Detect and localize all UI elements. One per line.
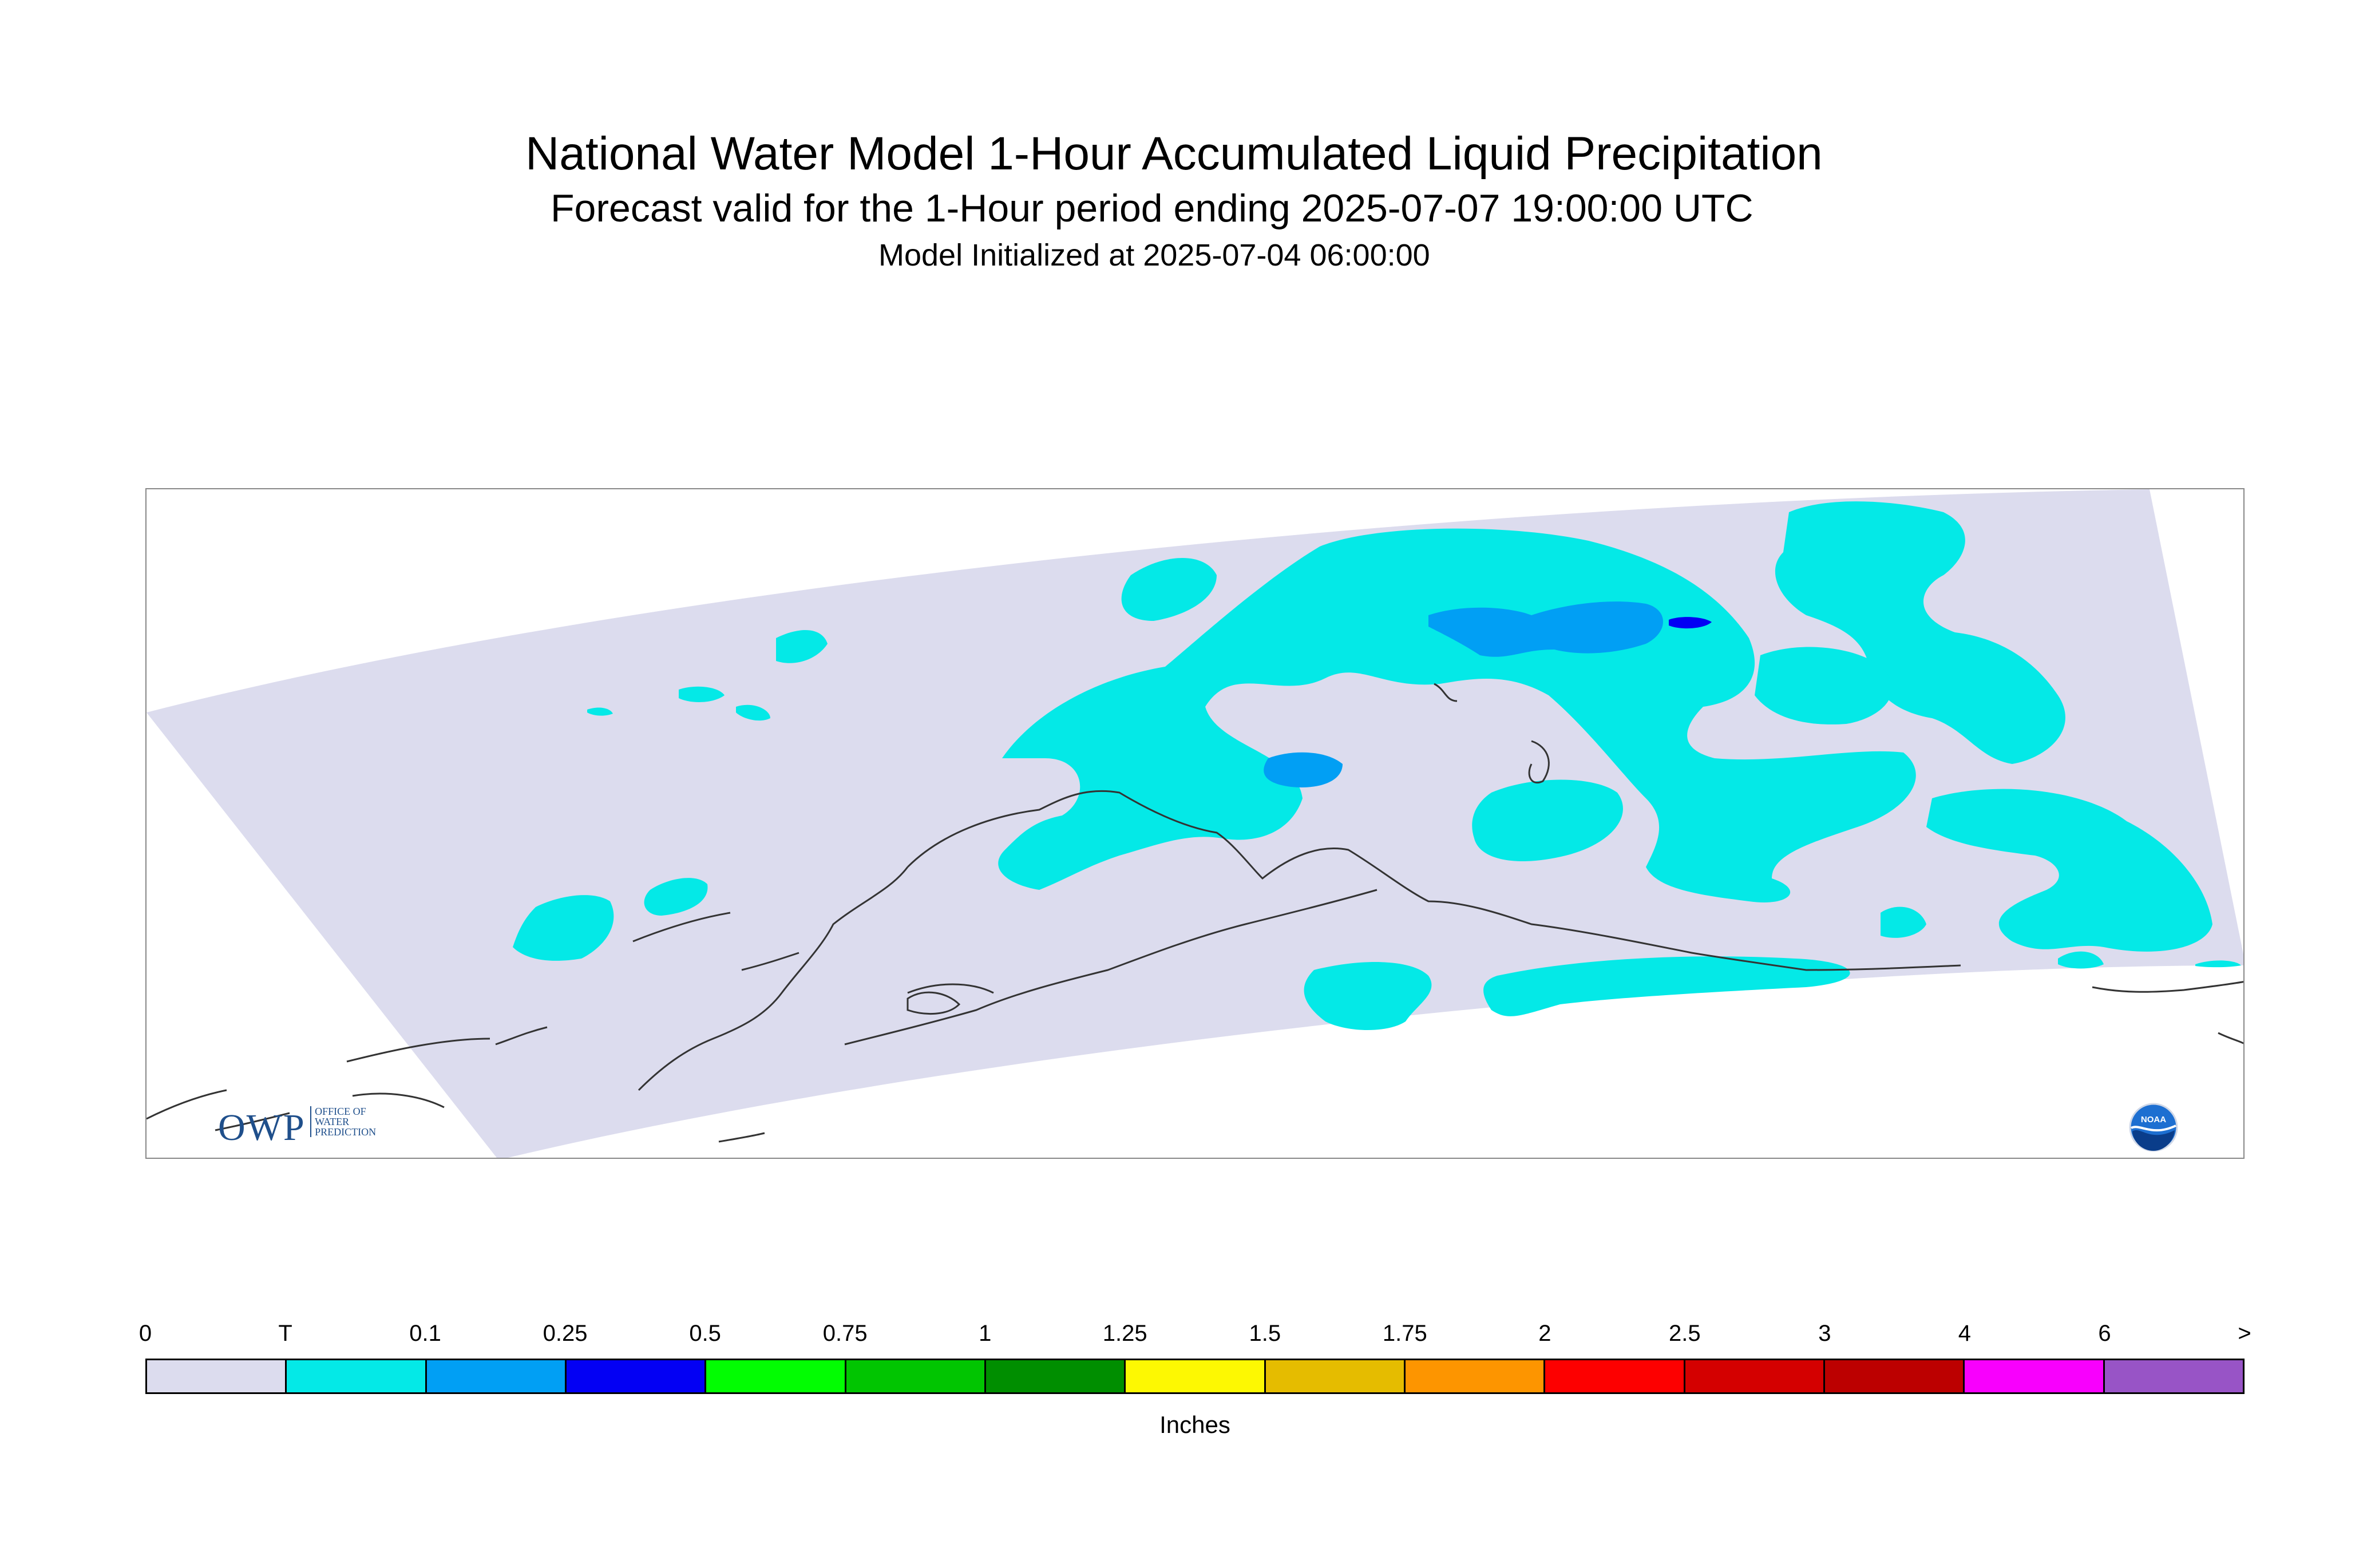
legend-swatch <box>2104 1360 2243 1392</box>
coastline-se <box>2092 981 2243 1044</box>
precip-trace-sw-2 <box>644 878 708 916</box>
legend-tick-label: 0.1 <box>409 1321 441 1346</box>
coastline-island-2 <box>907 983 994 994</box>
precip-trace-ne-1 <box>1775 501 2065 764</box>
precip-trace-se-edge-2 <box>2195 960 2241 968</box>
legend-swatch <box>287 1360 427 1392</box>
precip-0p25-core <box>1669 617 1712 629</box>
coastline-island-1 <box>907 991 961 1015</box>
legend-tick-label: 1.5 <box>1249 1321 1281 1346</box>
legend-tick-label: 6 <box>2098 1321 2111 1346</box>
noaa-logo-text: NOAA <box>2141 1115 2166 1124</box>
precip-trace-s-cell <box>1881 906 1926 938</box>
legend-swatch <box>1965 1360 2105 1392</box>
legend-tick-label: 2 <box>1538 1321 1551 1346</box>
coastline-west <box>638 866 909 1091</box>
coastline-bay-1 <box>1434 683 1458 702</box>
precip-trace-west-2 <box>776 630 828 663</box>
legend-tick-label: 2.5 <box>1669 1321 1701 1346</box>
noaa-emblem: NOAA <box>2129 1103 2178 1152</box>
coastline-peninsula <box>844 889 1378 1046</box>
precip-trace-south-coast <box>1483 956 1850 1016</box>
precip-trace-west-5 <box>587 707 613 716</box>
legend-swatch <box>566 1360 707 1392</box>
legend-swatch <box>1685 1360 1825 1392</box>
precip-trace-se-cell <box>1472 779 1623 861</box>
legend-tick-label: 1.75 <box>1382 1321 1427 1346</box>
precip-trace-peninsula <box>1304 962 1432 1030</box>
legend-tick-label: 4 <box>1958 1321 1972 1346</box>
legend-tick-label: 0.25 <box>543 1321 588 1346</box>
legend-swatch <box>1265 1360 1406 1392</box>
legend-tick-label: > <box>2238 1321 2251 1346</box>
legend-tick-label: 1.25 <box>1102 1321 1147 1346</box>
legend-swatch <box>1545 1360 1685 1392</box>
precip-trace-west-4 <box>736 704 770 721</box>
legend-swatch <box>706 1360 846 1392</box>
owp-logo-line-3: PREDICTION <box>315 1126 377 1138</box>
coastlines <box>147 683 2243 1143</box>
precip-0p1-north <box>1428 601 1663 657</box>
legend-swatch <box>985 1360 1126 1392</box>
legend-swatch <box>1405 1360 1546 1392</box>
coastline-main <box>907 790 1961 971</box>
coastline-aleut <box>495 912 799 1046</box>
precip-trace-sw-1 <box>513 895 614 961</box>
legend-tick-label: 3 <box>1818 1321 1831 1346</box>
precipitation-map <box>147 489 2243 1158</box>
owp-logo-line-1: OFFICE OF <box>315 1106 366 1117</box>
map-panel: OWP OFFICE OF WATER PREDICTION NOAA <box>145 488 2245 1159</box>
precip-trace-east <box>1755 647 1893 724</box>
precip-0p1-central <box>1264 752 1343 787</box>
noaa-logo: NOAA <box>2129 1103 2178 1155</box>
owp-logo-letters: OWP <box>218 1107 306 1149</box>
map-title: National Water Model 1-Hour Accumulated … <box>525 128 1823 180</box>
legend-tick-label: 0.5 <box>689 1321 721 1346</box>
coastline-sw <box>346 1038 490 1108</box>
owp-logo-line-2: WATER <box>315 1116 350 1127</box>
precip-trace-west-1 <box>1121 558 1217 621</box>
legend-tick-label: 1 <box>979 1321 992 1346</box>
legend-tick-label: 0.75 <box>822 1321 868 1346</box>
precip-trace-west-3 <box>679 686 725 702</box>
legend-swatch <box>147 1360 287 1392</box>
coastline-bay-2 <box>1528 740 1550 784</box>
legend-unit-label: Inches <box>1159 1411 1230 1438</box>
coastline-lower-left <box>147 1089 765 1143</box>
map-subtitle: Forecast valid for the 1-Hour period end… <box>551 187 1753 230</box>
legend-swatch <box>426 1360 567 1392</box>
legend-swatch <box>846 1360 986 1392</box>
legend-colorbar <box>145 1359 2245 1394</box>
precip-trace-se-large <box>1926 789 2212 952</box>
owp-logo: OWP OFFICE OF WATER PREDICTION <box>218 1106 376 1150</box>
legend-swatch <box>1824 1360 1965 1392</box>
legend-tick-label: T <box>278 1321 292 1346</box>
legend-tick-label: 0 <box>138 1321 152 1346</box>
model-init-time: Model Initialized at 2025-07-04 06:00:00 <box>878 238 1430 272</box>
precip-trace-se-edge <box>2058 951 2104 969</box>
legend-swatch <box>1126 1360 1266 1392</box>
precip-0p1-areas <box>1264 601 1663 787</box>
